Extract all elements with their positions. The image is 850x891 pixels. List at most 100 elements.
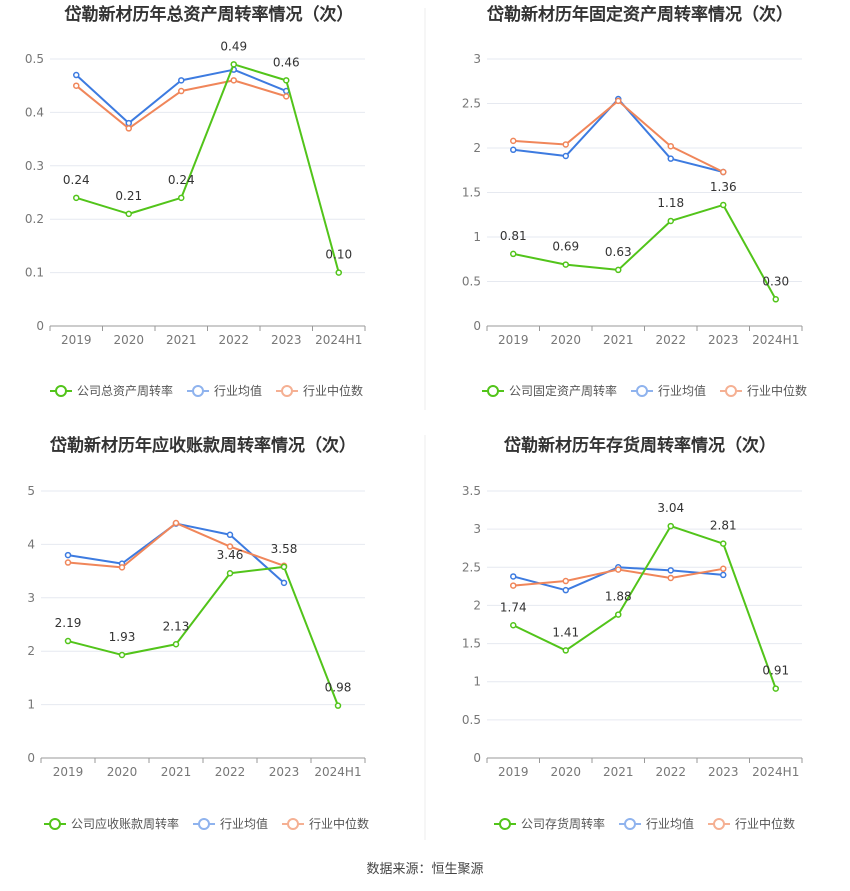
y-tick-label: 1.5 (462, 186, 481, 200)
x-tick-label: 2019 (498, 765, 529, 779)
data-label: 0.63 (605, 245, 632, 259)
data-label: 1.36 (710, 180, 737, 194)
series-line (75, 63, 340, 273)
y-tick-label: 0.3 (25, 159, 44, 173)
data-point (615, 611, 622, 618)
y-tick-label: 0.5 (25, 52, 44, 66)
data-point (226, 543, 234, 550)
y-tick-label: 0.5 (462, 713, 481, 727)
data-point (64, 551, 72, 559)
data-point (667, 142, 674, 150)
data-point (720, 540, 727, 547)
data-point (280, 579, 288, 587)
x-tick-label: 2020 (107, 765, 138, 779)
y-tick-label: 0.2 (25, 212, 44, 226)
data-point (615, 97, 622, 105)
data-label: 2.19 (55, 616, 82, 630)
data-point (334, 702, 342, 709)
data-label: 0.81 (500, 229, 527, 243)
data-point (64, 637, 72, 645)
data-point (73, 82, 80, 89)
data-point (562, 152, 569, 160)
data-point (562, 586, 569, 594)
legend-label: 公司存货周转率 (521, 816, 605, 831)
legend-marker (499, 818, 511, 830)
legend-marker (713, 818, 725, 830)
chart-panel: 岱勒新材历年应收账款周转率情况（次） 0 1 2 3 4 5 2019 2020 2021 2022… (27, 435, 369, 831)
legend-marker (192, 385, 204, 397)
y-tick-label: 0 (27, 751, 35, 765)
y-tick-label: 0 (473, 319, 481, 333)
data-point (283, 93, 290, 100)
legend-marker (487, 385, 499, 397)
data-point (667, 217, 674, 225)
data-label: 1.93 (109, 630, 136, 644)
data-point (720, 201, 727, 209)
chart-title: 岱勒新材历年应收账款周转率情况（次） (49, 435, 356, 456)
y-tick-label: 0 (36, 319, 44, 333)
y-tick-label: 2 (473, 141, 481, 155)
y-tick-label: 4 (27, 537, 35, 551)
data-point (73, 71, 80, 79)
data-label: 1.74 (500, 600, 527, 614)
x-tick-label: 2021 (603, 333, 634, 347)
data-point (230, 77, 237, 84)
data-point (118, 564, 126, 571)
data-label: 0.69 (552, 240, 579, 254)
x-tick-label: 2023 (269, 765, 300, 779)
x-tick-label: 2019 (498, 333, 529, 347)
data-point (720, 565, 727, 573)
legend-marker (636, 385, 648, 397)
x-tick-label: 2021 (603, 765, 634, 779)
data-point (720, 571, 727, 579)
y-tick-label: 3.5 (462, 484, 481, 498)
data-label: 2.13 (163, 619, 190, 633)
x-tick-label: 2022 (655, 333, 686, 347)
y-tick-label: 0 (473, 751, 481, 765)
data-label: 1.41 (552, 625, 579, 639)
data-point (118, 651, 126, 659)
series-line (512, 525, 777, 689)
y-tick-label: 1.5 (462, 637, 481, 651)
data-label: 0.49 (220, 39, 247, 53)
data-point (562, 577, 569, 585)
data-point (667, 574, 674, 582)
data-point (562, 261, 569, 268)
data-label: 1.18 (657, 196, 684, 210)
legend-marker (287, 818, 299, 830)
series-line (513, 203, 777, 300)
data-point (64, 559, 72, 566)
legend-label: 行业中位数 (747, 383, 807, 398)
legend-label: 行业中位数 (735, 816, 795, 831)
chart-panel: 岱勒新材历年总资产周转率情况（次） 0 0.1 0.2 0.3 0.4 0.5 2019 202… (25, 4, 366, 398)
chart-title: 岱勒新材历年总资产周转率情况（次） (64, 4, 354, 25)
x-tick-label: 2024H1 (752, 765, 799, 779)
x-tick-label: 2021 (161, 765, 192, 779)
data-point (178, 77, 185, 84)
chart-panel: 岱勒新材历年固定资产周转率情况（次） 0 0.5 1 1.5 2 2.5 3 2019 2020 2… (462, 4, 807, 398)
data-label: 0.10 (325, 248, 352, 262)
data-point (125, 119, 132, 127)
legend-label: 公司应收账款周转率 (71, 816, 179, 831)
y-tick-label: 1 (473, 675, 481, 689)
x-tick-label: 2019 (61, 333, 92, 347)
legend-marker (725, 385, 737, 397)
x-tick-label: 2024H1 (314, 765, 361, 779)
data-point (226, 569, 234, 577)
data-point (226, 531, 234, 539)
data-point (280, 563, 288, 571)
legend-marker (55, 385, 67, 397)
data-label: 0.24 (63, 173, 90, 187)
x-tick-label: 2023 (708, 333, 739, 347)
data-point (667, 155, 674, 162)
y-tick-label: 3 (473, 52, 481, 66)
data-label: 0.24 (168, 173, 195, 187)
legend-marker (624, 818, 636, 830)
data-point (615, 566, 622, 573)
x-tick-label: 2024H1 (315, 333, 362, 347)
data-point (510, 137, 517, 145)
x-tick-label: 2023 (271, 333, 302, 347)
data-label: 2.81 (710, 519, 737, 533)
y-tick-label: 2.5 (462, 97, 481, 111)
x-tick-label: 2022 (215, 765, 246, 779)
